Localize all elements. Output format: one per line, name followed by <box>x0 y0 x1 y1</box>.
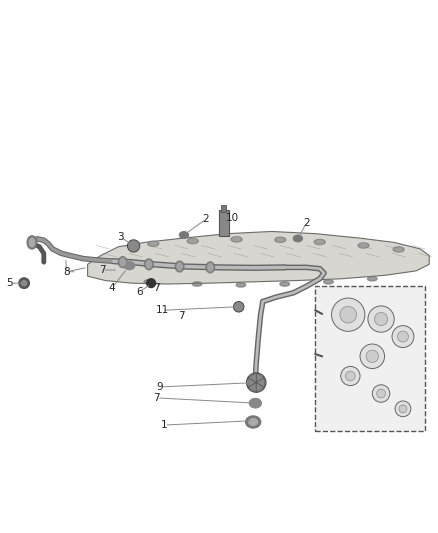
Ellipse shape <box>189 239 197 243</box>
Ellipse shape <box>175 261 184 272</box>
Circle shape <box>19 278 29 288</box>
Circle shape <box>21 280 27 286</box>
Ellipse shape <box>358 243 369 248</box>
Ellipse shape <box>249 398 261 408</box>
Ellipse shape <box>233 238 240 241</box>
Text: 7: 7 <box>99 265 106 275</box>
Ellipse shape <box>177 263 182 270</box>
Polygon shape <box>248 383 256 392</box>
Polygon shape <box>256 378 265 387</box>
Ellipse shape <box>393 247 404 252</box>
Polygon shape <box>256 373 265 383</box>
Ellipse shape <box>360 244 367 247</box>
Circle shape <box>346 371 355 381</box>
Circle shape <box>360 344 385 368</box>
Ellipse shape <box>206 262 215 273</box>
Text: 7: 7 <box>153 393 160 403</box>
Ellipse shape <box>145 259 153 270</box>
Circle shape <box>147 279 155 287</box>
Text: 1: 1 <box>161 420 168 430</box>
Ellipse shape <box>275 237 286 243</box>
Circle shape <box>340 306 357 323</box>
Ellipse shape <box>124 262 134 270</box>
Text: 11: 11 <box>155 305 169 316</box>
FancyBboxPatch shape <box>219 209 229 236</box>
Ellipse shape <box>236 282 246 287</box>
Circle shape <box>399 405 407 413</box>
Polygon shape <box>248 378 256 387</box>
Polygon shape <box>256 383 265 392</box>
Text: 2: 2 <box>202 214 209 224</box>
Ellipse shape <box>280 282 290 286</box>
Circle shape <box>332 298 365 332</box>
FancyBboxPatch shape <box>221 205 226 212</box>
Text: 6: 6 <box>136 287 143 297</box>
Circle shape <box>127 240 140 252</box>
Ellipse shape <box>148 241 159 246</box>
Ellipse shape <box>367 277 377 281</box>
Text: 2: 2 <box>303 217 310 228</box>
Circle shape <box>341 366 360 386</box>
Ellipse shape <box>395 248 403 251</box>
Ellipse shape <box>187 238 198 244</box>
Text: 7: 7 <box>153 284 160 293</box>
Ellipse shape <box>118 257 127 268</box>
Ellipse shape <box>231 237 242 242</box>
Circle shape <box>374 312 388 326</box>
Circle shape <box>368 306 394 332</box>
Circle shape <box>392 326 414 348</box>
FancyBboxPatch shape <box>315 286 425 431</box>
Text: 10: 10 <box>226 213 239 223</box>
Text: 8: 8 <box>63 266 70 277</box>
Ellipse shape <box>245 416 261 428</box>
Ellipse shape <box>192 282 202 286</box>
Ellipse shape <box>324 280 333 284</box>
Ellipse shape <box>249 419 258 425</box>
Ellipse shape <box>27 236 37 249</box>
Ellipse shape <box>29 238 35 247</box>
Ellipse shape <box>314 239 325 245</box>
Circle shape <box>233 302 244 312</box>
Text: 4: 4 <box>108 284 115 293</box>
Ellipse shape <box>208 264 213 271</box>
Circle shape <box>372 385 390 402</box>
Circle shape <box>366 350 378 362</box>
Ellipse shape <box>293 235 303 242</box>
Text: 5: 5 <box>6 278 13 288</box>
Ellipse shape <box>276 238 284 241</box>
Ellipse shape <box>149 242 157 246</box>
Circle shape <box>377 389 385 398</box>
Ellipse shape <box>316 240 324 244</box>
Circle shape <box>398 331 409 342</box>
Polygon shape <box>88 231 429 284</box>
Polygon shape <box>248 373 256 383</box>
Ellipse shape <box>146 261 152 268</box>
Ellipse shape <box>120 259 125 265</box>
Ellipse shape <box>179 231 189 238</box>
Text: 9: 9 <box>156 382 163 392</box>
Circle shape <box>395 401 411 417</box>
Text: 3: 3 <box>117 232 124 242</box>
Ellipse shape <box>144 280 154 284</box>
Text: 7: 7 <box>178 311 185 320</box>
